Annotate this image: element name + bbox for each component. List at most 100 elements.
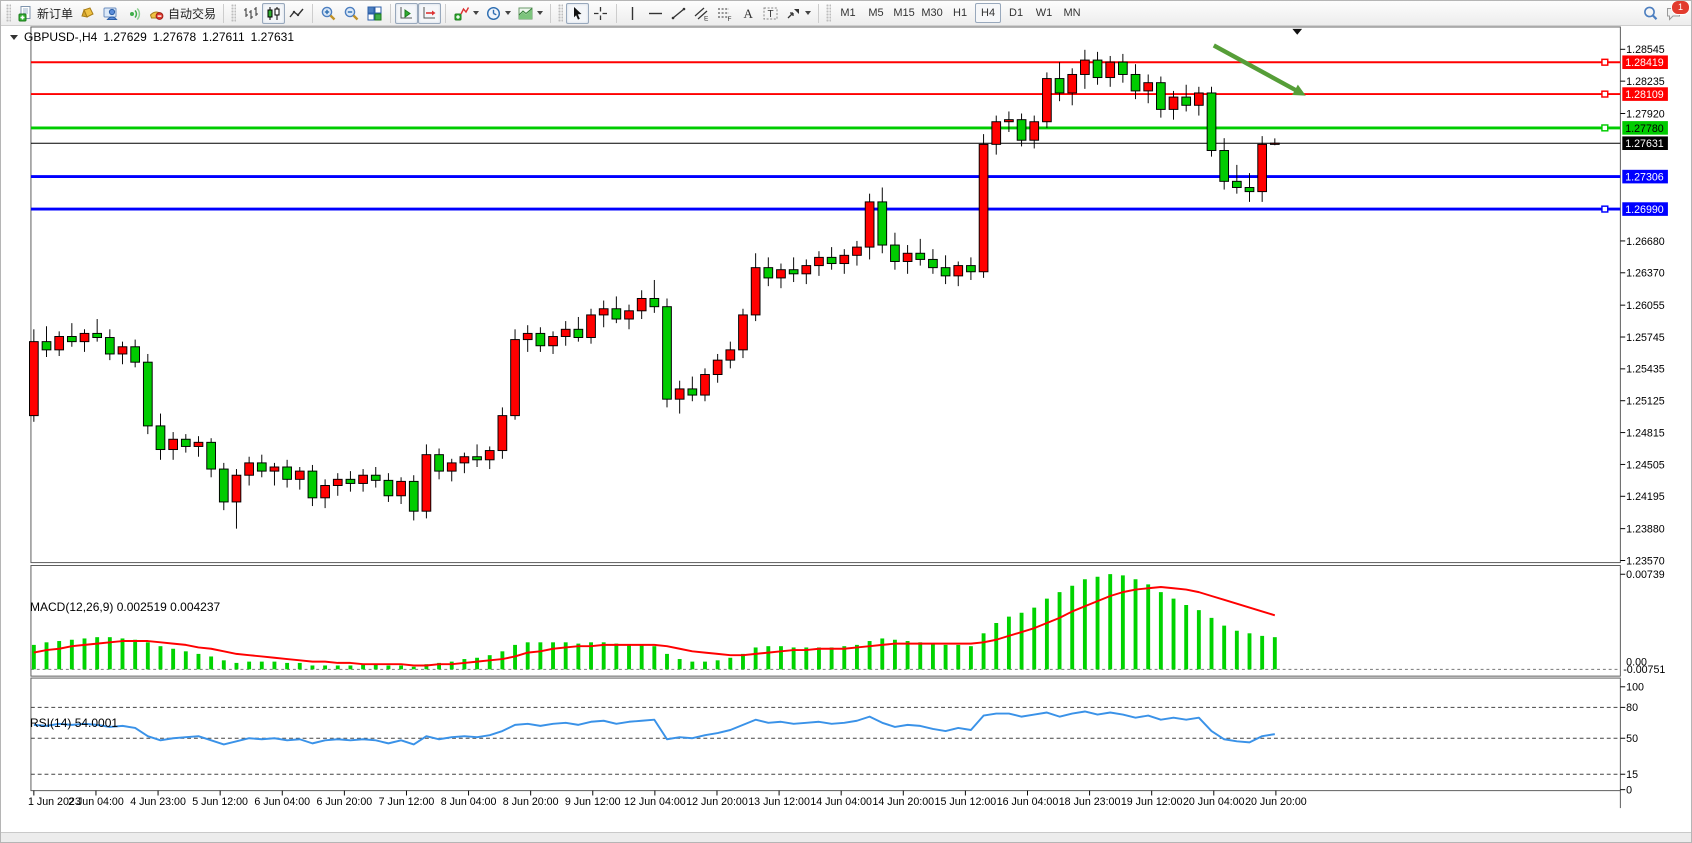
trendline-button[interactable]: [667, 3, 690, 24]
line-handle-marker[interactable]: [1601, 124, 1609, 132]
time-axis-label[interactable]: 18 Jun 23:00: [1059, 796, 1121, 808]
time-axis-label[interactable]: 5 Jun 12:00: [192, 796, 248, 808]
text-button[interactable]: A: [736, 3, 759, 24]
time-axis-label[interactable]: 14 Jun 20:00: [872, 796, 934, 808]
candlestick-button[interactable]: [262, 2, 286, 24]
fibonacci-button[interactable]: F: [713, 3, 736, 24]
autotrading-icon: [149, 11, 164, 20]
arrows-button[interactable]: [782, 3, 814, 24]
candle: [902, 252, 913, 262]
chart-area[interactable]: 1.28545 1.28235 1.27920 1.26680 1.26370 1.260…: [1, 26, 1692, 843]
candle: [1219, 150, 1230, 182]
dropdown-caret-icon[interactable]: [473, 11, 480, 15]
notifications-button[interactable]: 1: [1662, 1, 1690, 24]
cursor-button[interactable]: [566, 2, 590, 24]
trend-arrow-annotation[interactable]: [1212, 43, 1299, 93]
text-label-button[interactable]: T: [759, 3, 782, 24]
time-axis-label[interactable]: 2 Jun 04:00: [68, 796, 124, 808]
dropdown-caret-icon[interactable]: [505, 11, 512, 15]
time-axis-label[interactable]: 6 Jun 20:00: [317, 796, 373, 808]
timeframe-h4-button[interactable]: H4: [975, 3, 1002, 23]
chevron-down-icon[interactable]: [10, 34, 18, 40]
zoom-out-button[interactable]: [340, 3, 363, 24]
tile-windows-button[interactable]: [363, 3, 386, 24]
new-order-button[interactable]: 新订单: [14, 3, 76, 24]
candle: [1193, 92, 1204, 106]
candle: [738, 314, 748, 351]
new-order-icon: [18, 5, 31, 21]
indicators-button[interactable]: [450, 3, 482, 24]
candle: [244, 462, 254, 476]
time-axis-label[interactable]: 14 Jun 04:00: [810, 796, 872, 808]
candle: [928, 258, 938, 269]
timeframe-m30-button[interactable]: M30: [921, 7, 943, 19]
rsi-axis-label: 100: [1626, 682, 1644, 694]
trend-arrow-head[interactable]: [1292, 84, 1306, 96]
templates-icon: [518, 7, 533, 19]
auto-scroll-button[interactable]: [395, 2, 419, 24]
zoom-in-button[interactable]: [317, 3, 340, 24]
line-chart-button[interactable]: [285, 3, 308, 24]
search-button[interactable]: [1639, 3, 1662, 24]
time-axis-label[interactable]: 8 Jun 20:00: [503, 796, 559, 808]
time-axis-label[interactable]: 12 Jun 04:00: [624, 796, 686, 808]
time-axis-label[interactable]: 4 Jun 23:00: [130, 796, 186, 808]
chart-shift-marker[interactable]: [1292, 28, 1303, 35]
equidistant-channel-button[interactable]: E: [690, 3, 713, 24]
ohlc-low: 1.27611: [202, 30, 245, 44]
candle: [1168, 96, 1179, 110]
chart-shift-button[interactable]: [418, 2, 442, 24]
toolbar-grip: [826, 4, 832, 22]
time-axis-label[interactable]: 7 Jun 12:00: [379, 796, 435, 808]
time-axis-label[interactable]: 9 Jun 12:00: [565, 796, 621, 808]
dropdown-caret-icon[interactable]: [537, 11, 544, 15]
periods-clock-button[interactable]: [482, 3, 514, 24]
gold-bar-button[interactable]: [76, 3, 99, 24]
autotrading-button[interactable]: 自动交易: [145, 3, 219, 24]
timeframe-d1-button[interactable]: D1: [1009, 7, 1024, 19]
price-tick-label: 1.23880: [1626, 524, 1665, 536]
time-axis-label[interactable]: 12 Jun 20:00: [686, 796, 748, 808]
candle: [1143, 82, 1154, 92]
time-axis-label[interactable]: 15 Jun 12:00: [935, 796, 997, 808]
vertical-line-button[interactable]: [621, 3, 644, 24]
time-axis-label[interactable]: 1 Jun 2023: [28, 796, 81, 808]
line-handle-marker[interactable]: [1601, 90, 1609, 98]
time-axis-label[interactable]: 8 Jun 04:00: [441, 796, 497, 808]
candles-layer: [29, 49, 1280, 529]
horizontal-line-button[interactable]: [644, 3, 667, 24]
timeframe-m15-button[interactable]: M15: [893, 7, 915, 19]
candle: [649, 297, 660, 308]
candle: [662, 306, 672, 400]
bar-chart-button[interactable]: [239, 3, 262, 24]
line-handle-marker[interactable]: [1601, 58, 1609, 66]
line-handle-marker[interactable]: [1601, 205, 1609, 213]
candle: [586, 314, 596, 339]
dropdown-caret-icon[interactable]: [805, 11, 812, 15]
time-axis-label[interactable]: 16 Jun 04:00: [997, 796, 1059, 808]
time-axis-label[interactable]: 20 Jun 04:00: [1183, 796, 1245, 808]
timeframe-h1-button[interactable]: H1: [953, 7, 968, 19]
time-axis-label[interactable]: 13 Jun 12:00: [748, 796, 810, 808]
timeframe-w1-button[interactable]: W1: [1035, 7, 1053, 19]
templates-button[interactable]: [514, 3, 546, 24]
profile-button[interactable]: [99, 3, 122, 24]
signals-button[interactable]: [122, 3, 145, 24]
chart-canvas[interactable]: 1.28545 1.28235 1.27920 1.26680 1.26370 1.260…: [1, 26, 1692, 843]
time-axis-label[interactable]: 20 Jun 20:00: [1245, 796, 1307, 808]
crosshair-button[interactable]: [589, 3, 612, 24]
timeframe-m1-button[interactable]: M1: [840, 7, 856, 19]
time-axis-label[interactable]: 6 Jun 04:00: [254, 796, 310, 808]
candle: [307, 470, 318, 499]
candle: [282, 466, 292, 480]
price-tick-label: 1.25435: [1626, 364, 1665, 376]
timeframe-m5-button[interactable]: M5: [868, 7, 884, 19]
timeframe-mn-button[interactable]: MN: [1063, 7, 1081, 19]
zoom-in-icon: [321, 6, 336, 20]
candle: [1181, 96, 1192, 106]
price-tick-label: 1.24505: [1626, 459, 1665, 471]
macd-indicator-label: MACD(12,26,9) 0.002519 0.004237: [30, 600, 221, 614]
line-chart-icon: [289, 8, 304, 17]
time-axis-label[interactable]: 19 Jun 12:00: [1121, 796, 1183, 808]
